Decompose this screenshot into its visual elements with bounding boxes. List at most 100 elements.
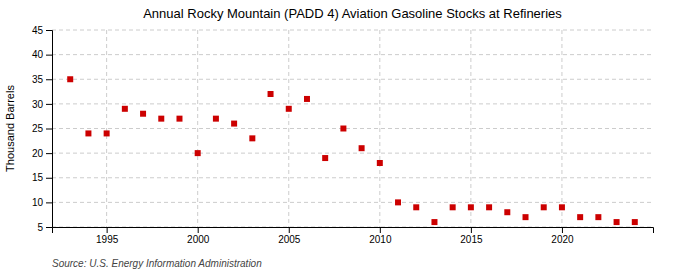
point [577, 214, 583, 220]
grid-line-x [106, 30, 107, 227]
y-axis-tick-label: 5 [37, 222, 43, 233]
y-axis-tick: 20 [32, 148, 52, 159]
y-axis-tick-mark [46, 202, 52, 203]
point [286, 106, 292, 112]
y-axis-tick-label: 35 [32, 74, 44, 85]
grid-line-y [52, 177, 653, 178]
point [67, 76, 73, 82]
grid-line-y [52, 79, 653, 80]
point [450, 204, 456, 210]
y-axis-line [46, 31, 53, 228]
y-axis-tick-mark [46, 30, 52, 31]
y-axis-title: Thousand Barrels [4, 85, 16, 172]
point [195, 150, 201, 156]
y-axis-tick: 40 [32, 49, 52, 60]
grid-line-x [470, 30, 471, 227]
point [176, 116, 182, 122]
y-axis-tick-mark [46, 104, 52, 105]
x-axis: 1995 2000 2005 2010 2015 2020 [53, 227, 654, 245]
point [632, 219, 638, 225]
point [359, 145, 365, 151]
grid-line-x [561, 30, 562, 227]
y-axis-tick-label: 45 [32, 25, 44, 36]
grid [52, 30, 653, 227]
grid-line-y [52, 153, 653, 154]
y-axis: 5 10 15 20 25 30 35 40 45 [32, 25, 53, 233]
point [249, 135, 255, 141]
y-axis-tick-mark [46, 153, 52, 154]
grid-line-x [379, 30, 380, 227]
y-axis-tick-label: 25 [32, 123, 44, 134]
point [431, 219, 437, 225]
y-axis-tick-mark [46, 227, 52, 228]
y-axis-tick: 15 [32, 172, 52, 183]
y-axis-tick-label: 15 [32, 172, 44, 183]
x-axis-tick-mark [107, 227, 108, 233]
y-axis-tick: 30 [32, 99, 52, 110]
point [559, 204, 565, 210]
grid-line-y [52, 30, 653, 31]
x-axis-tick-label: 2020 [551, 234, 574, 245]
grid-line-y [52, 128, 653, 129]
x-axis-tick-mark [198, 227, 199, 233]
y-axis-tick-label: 20 [32, 148, 44, 159]
x-axis-tick-label: 2000 [187, 234, 210, 245]
point [486, 204, 492, 210]
y-axis-tick-mark [46, 79, 52, 80]
grid-line-y [52, 54, 653, 55]
y-axis-tick-mark [46, 178, 52, 179]
grid-line-y [52, 202, 653, 203]
x-axis-tick-label: 2015 [460, 234, 483, 245]
point [541, 204, 547, 210]
point [231, 121, 237, 127]
point [140, 111, 146, 117]
title: Annual Rocky Mountain (PADD 4) Aviation … [143, 6, 562, 21]
points [67, 76, 638, 225]
y-axis-tick-label: 30 [32, 99, 44, 110]
point [158, 116, 164, 122]
point [322, 155, 328, 161]
x-axis-tick-mark [289, 227, 290, 233]
point [523, 214, 529, 220]
point [340, 126, 346, 132]
x-axis-tick: 2020 [551, 227, 574, 245]
y-axis-tick: 5 [37, 222, 52, 233]
grid-line-x [288, 30, 289, 227]
point [104, 130, 110, 136]
source: Source: U.S. Energy Information Administ… [52, 258, 262, 269]
x-axis-tick: 1995 [96, 227, 119, 245]
point [595, 214, 601, 220]
point [395, 199, 401, 205]
x-axis-tick-label: 2010 [369, 234, 392, 245]
plot-area: 1995 2000 2005 2010 2015 2020 5 10 15 20 25 30 35 40 4… [32, 25, 654, 245]
point [122, 106, 128, 112]
x-axis-tick-mark [562, 227, 563, 233]
grid-line-x [197, 30, 198, 227]
x-axis-tick: 2000 [187, 227, 210, 245]
point [85, 130, 91, 136]
point [268, 91, 274, 97]
x-axis-tick: 2015 [460, 227, 483, 245]
x-axis-tick-mark [471, 227, 472, 233]
x-axis-tick: 2010 [369, 227, 392, 245]
chart: 1995 2000 2005 2010 2015 2020 5 10 15 20 25 30 35 40 4… [0, 0, 675, 275]
y-axis-tick: 35 [32, 74, 52, 85]
y-axis-tick-mark [46, 55, 52, 56]
y-axis-tick-label: 10 [32, 197, 44, 208]
point [304, 96, 310, 102]
grid-line-y [52, 103, 653, 104]
point [213, 116, 219, 122]
point [614, 219, 620, 225]
y-axis-tick: 25 [32, 123, 52, 134]
point [377, 160, 383, 166]
x-axis-tick-label: 2005 [278, 234, 301, 245]
point [468, 204, 474, 210]
x-axis-line [53, 228, 654, 234]
x-axis-tick: 2005 [278, 227, 301, 245]
x-axis-tick-mark [380, 227, 381, 233]
y-axis-tick: 10 [32, 197, 52, 208]
point [413, 204, 419, 210]
y-axis-tick: 45 [32, 25, 52, 36]
y-axis-tick-mark [46, 129, 52, 130]
x-axis-tick-label: 1995 [96, 234, 119, 245]
